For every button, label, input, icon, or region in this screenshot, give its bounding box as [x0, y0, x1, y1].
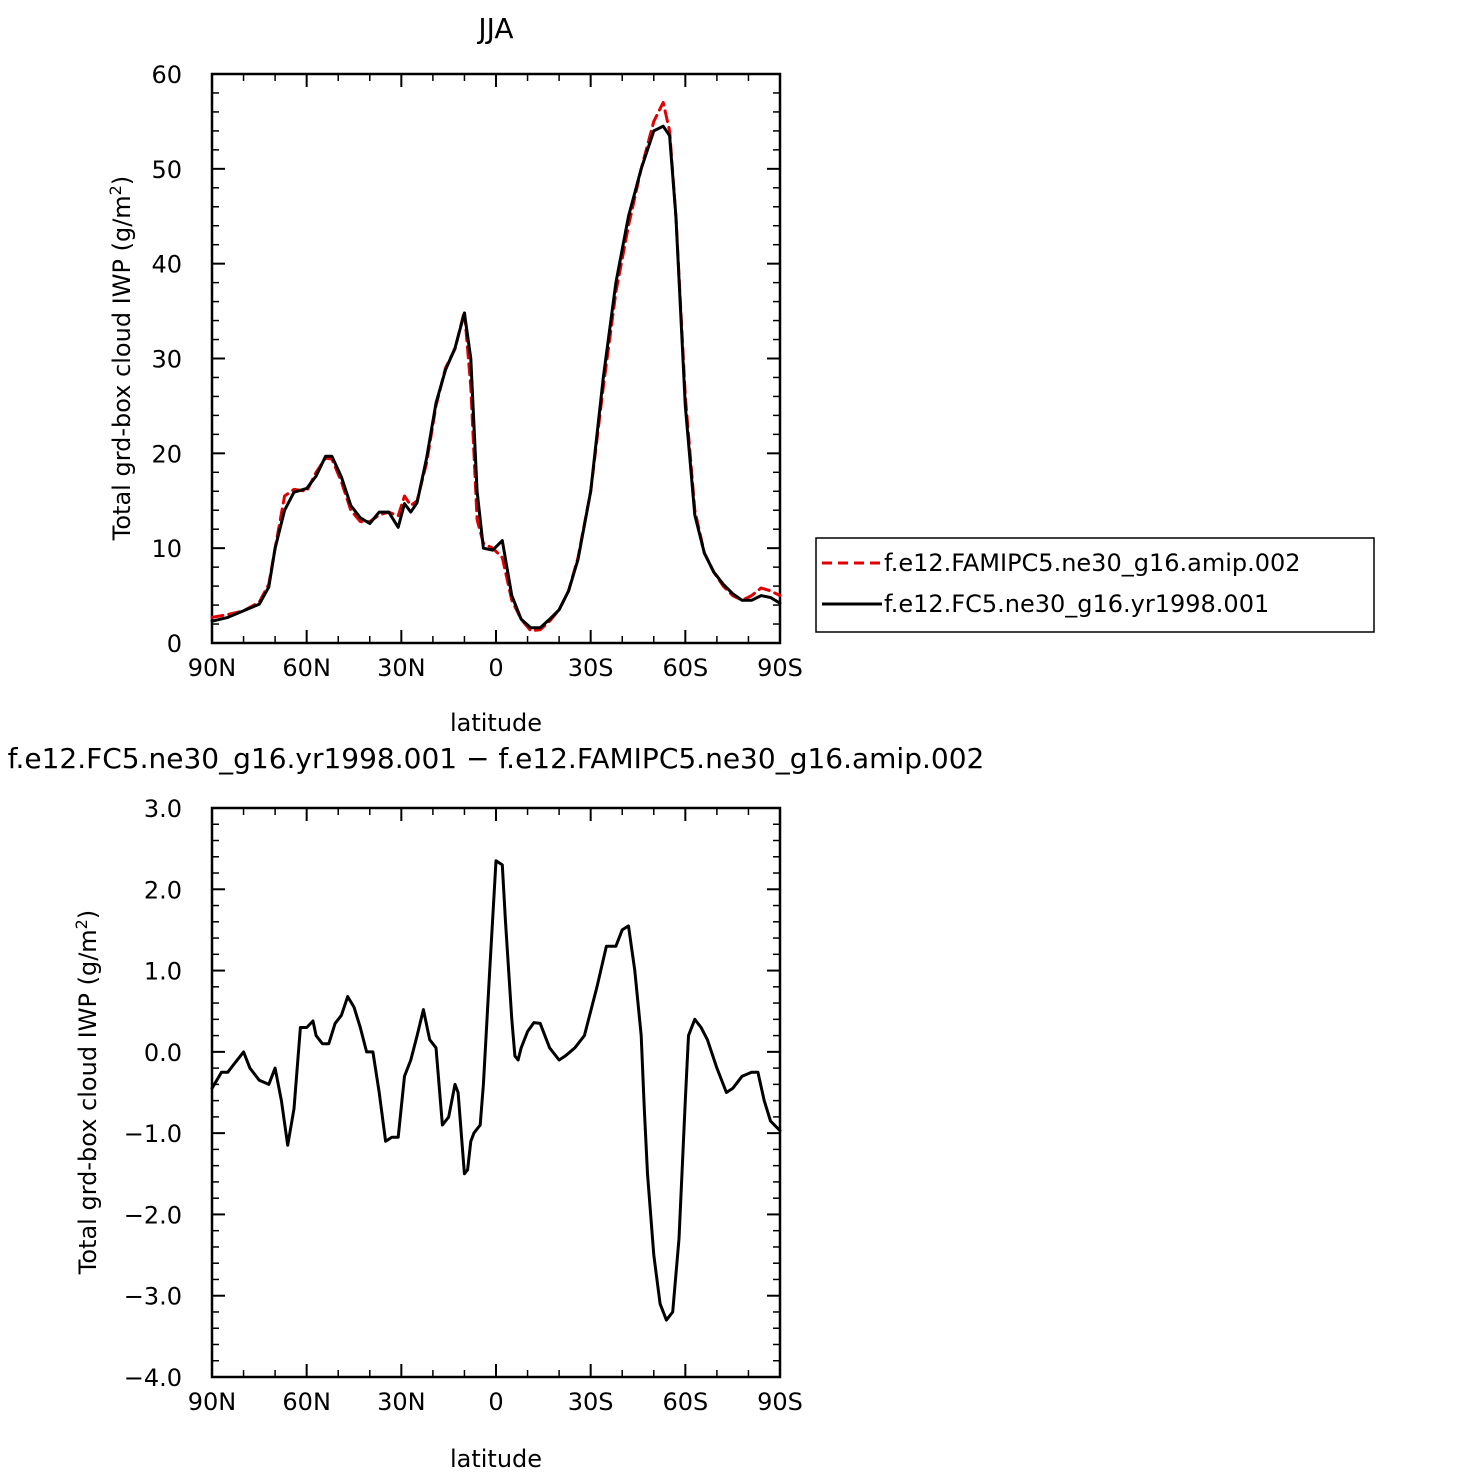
bottom-x-tick-label: 60S: [662, 1388, 708, 1416]
bottom-x-tick-label: 30N: [377, 1388, 426, 1416]
top-y-tick-label: 60: [151, 61, 182, 89]
top-x-tick-label: 30S: [568, 654, 614, 682]
top-x-tick-label: 90S: [757, 654, 803, 682]
top-y-tick-label: 20: [151, 440, 182, 468]
top-series-line-1: [210, 124, 782, 630]
bottom-y-tick-label: 3.0: [144, 795, 182, 823]
top-series-line-0: [210, 101, 782, 633]
bottom-y-tick-label: 2.0: [144, 876, 182, 904]
top-chart-title: JJA: [476, 12, 513, 45]
bottom-plot-frame: [210, 806, 782, 1379]
panel-bottom: f.e12.FC5.ne30_g16.yr1998.001 − f.e12.FA…: [8, 742, 985, 1473]
bottom-y-tick-label: −3.0: [124, 1283, 182, 1311]
bottom-y-tick-label: −1.0: [124, 1120, 182, 1148]
top-x-tick-label: 60S: [662, 654, 708, 682]
panel-top: JJA 90N 60N 30N 0 30S 60S 90S 0 10 20 30 40 50 60 lat…: [106, 12, 1375, 737]
bottom-y-axis-label: Total grd-box cloud IWP (g/m2): [72, 910, 102, 1275]
top-y-axis-label: Total grd-box cloud IWP (g/m2): [106, 176, 136, 541]
top-y-axis-label-main: Total grd-box cloud IWP (g/m: [108, 195, 136, 541]
bottom-y-tick-label: 0.0: [144, 1039, 182, 1067]
top-x-tick-label: 0: [488, 654, 503, 682]
top-x-tick-label: 60N: [282, 654, 331, 682]
top-y-tick-label: 40: [151, 251, 182, 279]
top-plot-area: 90N 60N 30N 0 30S 60S 90S 0 10 20 30 40 50 60: [151, 61, 802, 682]
legend-label-amip: f.e12.FAMIPC5.ne30_g16.amip.002: [884, 549, 1301, 577]
bottom-y-axis-label-superscript: 2: [72, 919, 91, 929]
top-y-tick-label: 0: [167, 630, 182, 658]
top-y-tick-label: 30: [151, 346, 182, 374]
top-y-axis-label-end: ): [108, 176, 136, 185]
bottom-chart-title: f.e12.FC5.ne30_g16.yr1998.001 − f.e12.FA…: [8, 742, 985, 775]
bottom-y-tick-label: −4.0: [124, 1364, 182, 1392]
top-plot-frame: [210, 72, 782, 645]
top-x-tick-label: 90N: [188, 654, 237, 682]
legend-box: [815, 537, 1375, 633]
bottom-y-tick-label: −2.0: [124, 1201, 182, 1229]
top-y-axis-label-superscript: 2: [106, 185, 125, 195]
top-x-axis-label: latitude: [450, 709, 542, 737]
top-x-tick-label: 30N: [377, 654, 426, 682]
bottom-plot-area: 90N 60N 30N 0 30S 60S 90S −4.0 −3.0 −2.0 −1.0 0.0 1.…: [124, 795, 803, 1416]
bottom-y-tick-label: 1.0: [144, 958, 182, 986]
top-y-tick-label: 10: [151, 535, 182, 563]
bottom-x-tick-label: 90S: [757, 1388, 803, 1416]
bottom-x-tick-label: 30S: [568, 1388, 614, 1416]
bottom-x-tick-label: 90N: [188, 1388, 237, 1416]
bottom-y-axis-label-end: ): [74, 910, 102, 919]
top-y-tick-label: 50: [151, 156, 182, 184]
bottom-x-tick-label: 60N: [282, 1388, 331, 1416]
bottom-series-line-0: [210, 859, 782, 1322]
legend-label-yr1998: f.e12.FC5.ne30_g16.yr1998.001: [884, 590, 1269, 618]
bottom-y-axis-label-main: Total grd-box cloud IWP (g/m: [74, 929, 102, 1275]
bottom-x-axis-label: latitude: [450, 1445, 542, 1473]
legend: f.e12.FAMIPC5.ne30_g16.amip.002 f.e12.FC…: [815, 537, 1375, 633]
bottom-x-tick-label: 0: [488, 1388, 503, 1416]
